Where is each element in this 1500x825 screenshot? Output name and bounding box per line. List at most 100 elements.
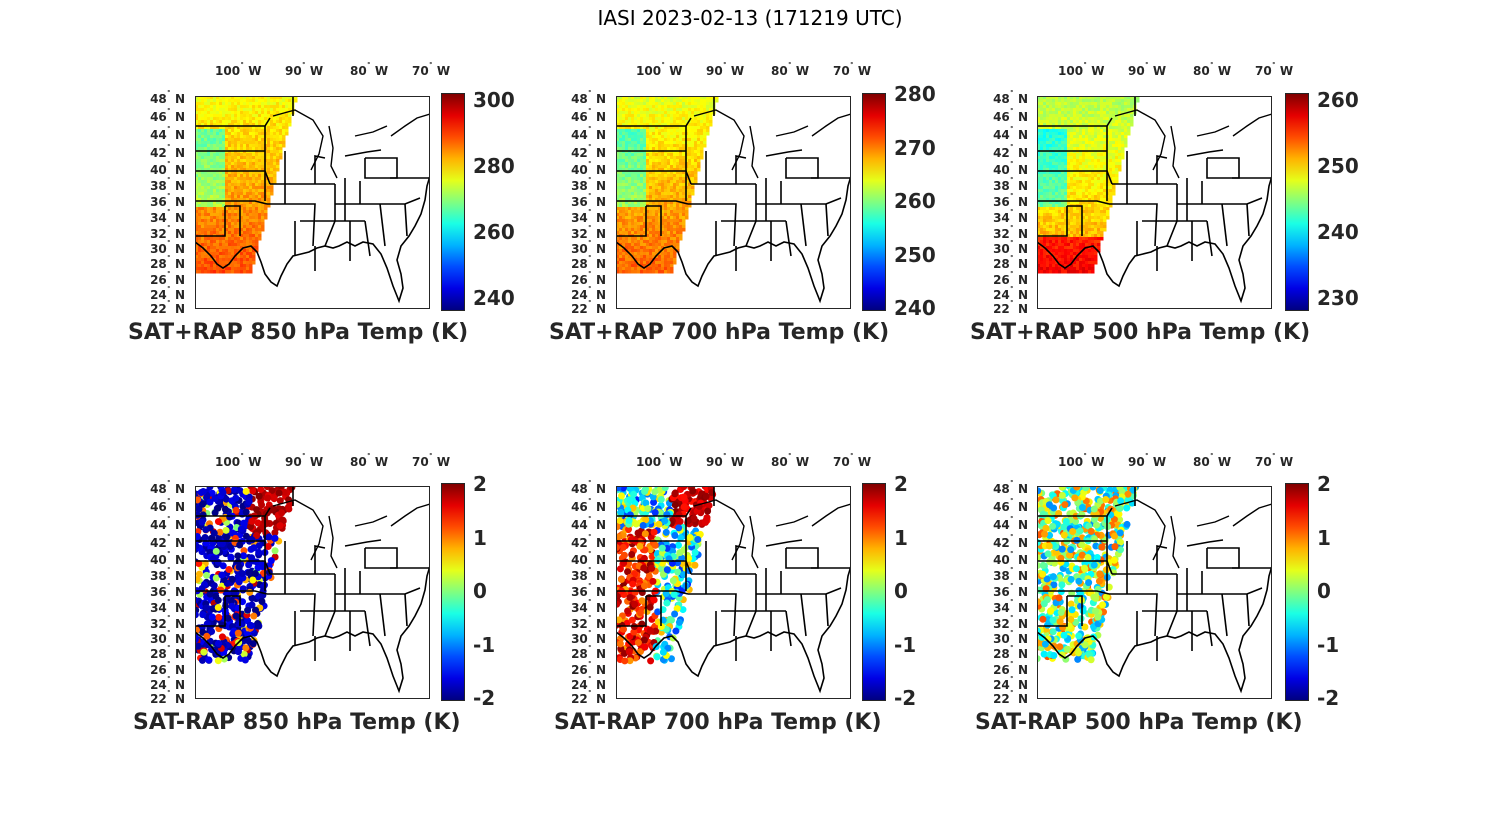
map-plot xyxy=(616,96,851,309)
colorbar-tick-label: 2 xyxy=(894,472,908,496)
state-border xyxy=(1067,595,1083,626)
colorbar-tick-label: 270 xyxy=(894,135,936,160)
state-border xyxy=(364,610,371,647)
lat-label: 42˚ N xyxy=(993,534,1028,550)
colorbar-tick-label: 240 xyxy=(894,296,936,320)
lat-label: 26˚ N xyxy=(571,661,606,677)
colorbar-tick-label: 250 xyxy=(1317,154,1359,178)
lat-label: 46˚ N xyxy=(571,108,606,124)
state-border xyxy=(1206,547,1240,569)
state-border xyxy=(616,590,689,595)
colorbar-tick-label: 260 xyxy=(894,189,936,213)
lat-label: 48˚ N xyxy=(993,480,1028,496)
lat-label: 48˚ N xyxy=(150,480,185,496)
lat-label: 22˚ N xyxy=(571,690,606,706)
lon-label: 70˚ W xyxy=(1255,62,1294,78)
panel-title: SAT+RAP 850 hPa Temp (K) xyxy=(128,320,469,345)
lat-label: 46˚ N xyxy=(150,108,185,124)
state-border xyxy=(616,206,647,237)
state-border xyxy=(364,220,371,257)
lon-label: 80˚ W xyxy=(350,453,389,469)
map-plot xyxy=(195,96,430,309)
state-border xyxy=(1037,590,1110,595)
state-border xyxy=(825,593,829,627)
colorbar-tick-label: 1 xyxy=(473,525,487,550)
lat-label: 24˚ N xyxy=(993,676,1028,692)
lat-label: 36˚ N xyxy=(993,583,1028,599)
lon-label: 70˚ W xyxy=(412,453,451,469)
lat-label: 40˚ N xyxy=(150,551,185,567)
satellite-swath xyxy=(1037,486,1140,664)
lat-label: 44˚ N xyxy=(571,126,606,142)
great-lakes-outline xyxy=(1114,499,1272,569)
lon-label: 80˚ W xyxy=(771,453,810,469)
lat-label: 40˚ N xyxy=(150,161,185,177)
lat-label: 42˚ N xyxy=(571,144,606,160)
lat-label: 24˚ N xyxy=(150,286,185,302)
state-border xyxy=(785,157,819,179)
lat-label: 22˚ N xyxy=(150,690,185,706)
lon-label: 70˚ W xyxy=(412,62,451,78)
map-frame xyxy=(195,96,430,309)
lat-label: 22˚ N xyxy=(150,300,185,316)
lon-label: 100˚ W xyxy=(636,62,683,78)
state-border xyxy=(1166,574,1178,637)
lon-label: 90˚ W xyxy=(285,453,324,469)
lat-label: 46˚ N xyxy=(571,498,606,514)
state-border xyxy=(646,595,662,626)
state-border xyxy=(745,184,757,247)
lat-label: 28˚ N xyxy=(150,255,185,271)
map-plot xyxy=(616,486,851,699)
lat-label: 34˚ N xyxy=(571,209,606,225)
lat-label: 26˚ N xyxy=(993,661,1028,677)
state-border xyxy=(785,610,792,647)
state-border xyxy=(800,203,807,247)
state-border xyxy=(314,545,326,574)
state-border xyxy=(335,197,421,205)
lon-label: 70˚ W xyxy=(833,453,872,469)
colorbar-tick-label: 260 xyxy=(1317,88,1359,112)
lat-label: 22˚ N xyxy=(993,300,1028,316)
lat-label: 24˚ N xyxy=(571,676,606,692)
state-border xyxy=(225,205,241,236)
lat-label: 32˚ N xyxy=(993,615,1028,631)
lon-label: 90˚ W xyxy=(285,62,324,78)
lat-label: 42˚ N xyxy=(993,144,1028,160)
map-plot xyxy=(195,486,430,699)
lon-label: 70˚ W xyxy=(833,62,872,78)
state-border xyxy=(646,205,662,236)
lon-label: 90˚ W xyxy=(1128,453,1167,469)
lat-label: 22˚ N xyxy=(571,300,606,316)
lat-label: 40˚ N xyxy=(993,551,1028,567)
colorbar-tick-label: 280 xyxy=(473,154,515,178)
colorbar xyxy=(862,93,886,311)
panel-title: SAT-RAP 500 hPa Temp (K) xyxy=(975,710,1303,735)
state-border xyxy=(800,593,807,637)
lat-label: 48˚ N xyxy=(571,480,606,496)
colorbar-tick-label: -2 xyxy=(473,686,496,710)
lat-label: 24˚ N xyxy=(150,676,185,692)
colorbar-tick-label: -2 xyxy=(894,686,917,710)
colorbar-tick-label: -1 xyxy=(894,632,917,657)
lat-label: 28˚ N xyxy=(571,255,606,271)
state-border xyxy=(1177,197,1263,205)
state-border xyxy=(1037,200,1110,205)
state-border xyxy=(1246,593,1250,627)
state-border xyxy=(314,155,326,184)
colorbar-tick-label: 260 xyxy=(473,220,515,244)
colorbar xyxy=(441,93,465,311)
colorbar-tick-label: 250 xyxy=(894,242,936,267)
state-border xyxy=(1037,206,1068,237)
state-border xyxy=(1156,545,1168,574)
lat-label: 48˚ N xyxy=(150,90,185,106)
panel-title: SAT-RAP 700 hPa Temp (K) xyxy=(554,710,882,735)
panel-title: SAT-RAP 850 hPa Temp (K) xyxy=(133,710,461,735)
lon-label: 100˚ W xyxy=(636,453,683,469)
state-border xyxy=(616,200,689,205)
state-border xyxy=(1177,587,1263,595)
state-border xyxy=(825,203,829,237)
lat-label: 38˚ N xyxy=(571,567,606,583)
lon-label: 100˚ W xyxy=(1058,62,1105,78)
state-border xyxy=(335,587,421,595)
lat-label: 40˚ N xyxy=(571,551,606,567)
